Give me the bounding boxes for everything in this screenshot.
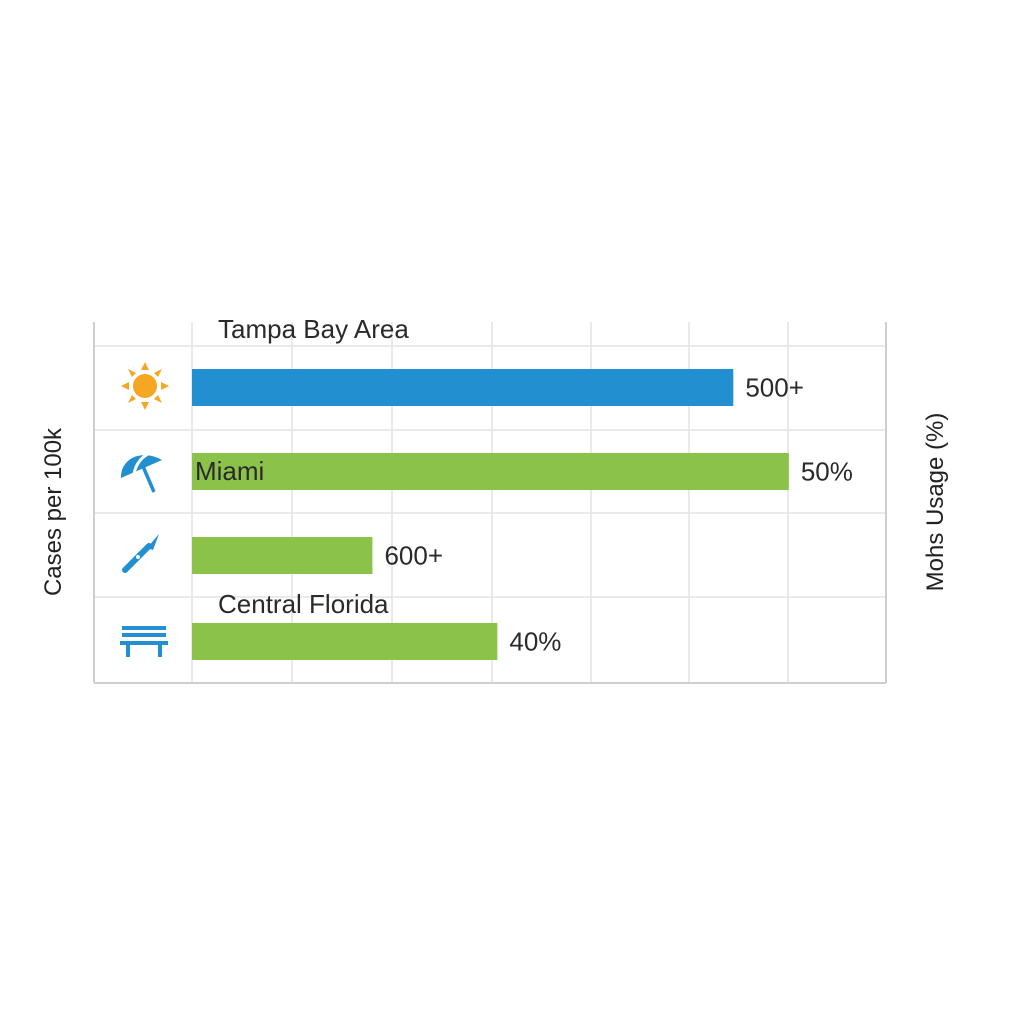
value-label: 50% (801, 457, 853, 487)
category-label: Tampa Bay Area (218, 314, 409, 344)
category-label: Central Florida (218, 589, 389, 619)
value-label: 600+ (384, 541, 443, 571)
sun-icon (121, 362, 169, 410)
scalpel-icon (122, 534, 159, 573)
bar (192, 453, 789, 490)
y-axis-label: Cases per 100k (40, 427, 67, 596)
category-label: Miami (195, 456, 264, 486)
value-label: 500+ (745, 373, 804, 403)
bench-icon (120, 626, 168, 657)
beach-umbrella-icon (120, 452, 162, 493)
y2-axis-label: Mohs Usage (%) (922, 413, 949, 592)
bar (192, 369, 734, 406)
value-label: 40% (509, 627, 561, 657)
bar (192, 537, 373, 574)
bar (192, 623, 498, 660)
bars: 500+ Tampa Bay Area 50% Miami 600+ 40% Central… (192, 314, 853, 660)
